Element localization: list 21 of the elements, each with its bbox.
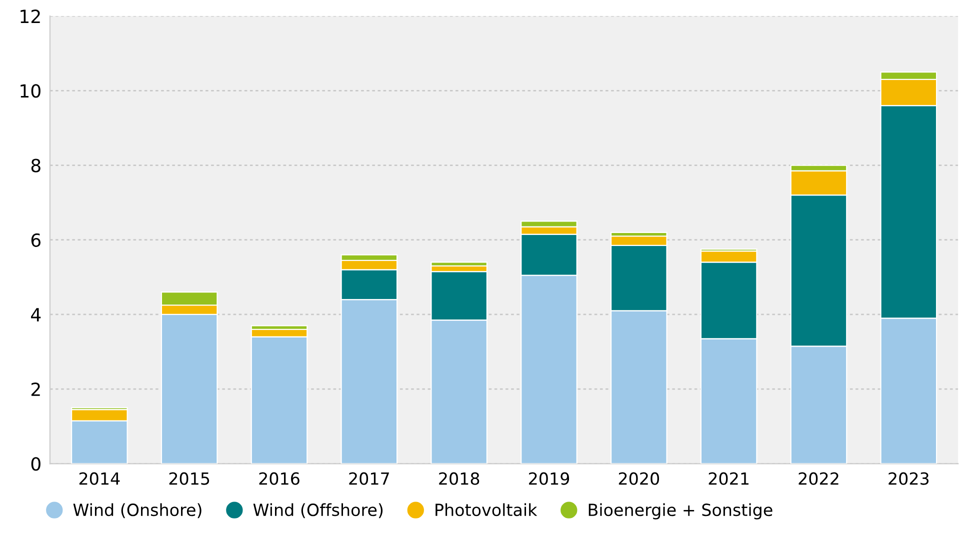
- x-tick-label: 2022: [798, 472, 838, 485]
- legend-label: Bioenergie + Sonstige: [588, 503, 772, 520]
- y-tick-label: 10: [20, 84, 40, 98]
- x-tick-label: 2014: [79, 472, 120, 485]
- x-tick-label: 2019: [529, 472, 570, 485]
- x-tick-label: 2020: [618, 472, 660, 485]
- y-tick-label: 4: [31, 308, 41, 322]
- y-tick-label: 8: [31, 158, 40, 172]
- x-tick-label: 2018: [439, 472, 480, 485]
- x-tick-label: 2017: [349, 472, 389, 485]
- x-tick-label: 2023: [888, 472, 929, 485]
- x-tick-label: 2016: [259, 472, 300, 485]
- legend-label: Wind (Onshore): [73, 503, 202, 518]
- legend-label: Wind (Offshore): [253, 503, 383, 518]
- y-tick-label: 0: [31, 457, 40, 471]
- y-tick-label: 2: [31, 382, 40, 396]
- y-tick-label: 12: [20, 10, 40, 23]
- legend-label: Photovoltaik: [436, 503, 538, 516]
- x-tick-label: 2021: [708, 472, 748, 485]
- x-tick-label: 2015: [169, 472, 210, 485]
- y-tick-label: 6: [31, 233, 40, 247]
